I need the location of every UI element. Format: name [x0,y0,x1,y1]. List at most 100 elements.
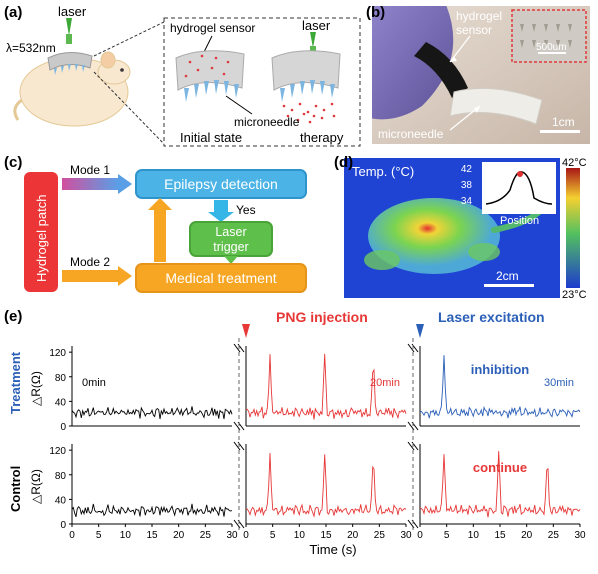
inset-tick-34: 34 [461,196,473,207]
yes-arrow-body [214,200,228,212]
inset-d [482,162,556,214]
laser-label-1: laser [58,4,87,19]
injection-arrow [242,324,250,338]
colorbar-max: 42°C [562,157,587,169]
detection-text: Epilepsy detection [164,176,278,192]
laser-label-2: laser [302,18,331,33]
x-tick: 5 [270,530,276,541]
panel-a-svg: laser λ=532nm hydrogel sensor laser [4,4,364,150]
x-tick: 30 [400,530,412,541]
panel-d-svg: Temp. (°C) 42 38 34 Position 2cm 42°C 23… [334,154,592,304]
x-tick: 25 [548,530,560,541]
trace [246,453,406,516]
y-tick: 40 [55,397,67,408]
mode2-arrow-head [118,266,132,286]
yes-arrow-head [208,212,234,222]
initial-state-label: Initial state [180,130,242,145]
inset-b [512,10,586,62]
mouse-tail [15,100,22,120]
scalebar-b-label: 1cm [552,115,575,129]
x-tick: 15 [320,530,332,541]
panel-c: (c) Hydrogel patch Mode 1 Mode 2 Epileps… [4,154,330,304]
x-tick: 5 [96,530,102,541]
mouse-ear [101,52,115,68]
y-tick: 0 [60,520,66,531]
laser-arrow-1 [66,18,72,36]
panel-e-svg: PNG injectionLaser excitationTreatment△R… [4,308,594,570]
time-marker: 0min [82,377,106,389]
inset-scalebar-label: 500um [536,42,567,53]
x-tick: 15 [494,530,506,541]
mode2-label: Mode 2 [70,255,110,269]
x-tick: 10 [294,530,306,541]
panel-c-label: (c) [4,154,22,171]
time-marker: 30min [544,377,574,389]
panel-b-label: (b) [366,4,385,21]
mode1-arrow-head [118,174,132,194]
treatment-text: Medical treatment [165,270,276,286]
y-tick: 80 [55,471,67,482]
excitation-arrow [416,324,424,338]
y-axis-label-1: △R(Ω) [29,469,43,504]
laser-excitation-label: Laser excitation [438,309,545,325]
x-tick: 30 [226,530,238,541]
x-tick: 15 [146,530,158,541]
inset-tick-38: 38 [461,180,473,191]
hydrogel-sensor-label-a: hydrogel sensor [170,21,255,35]
scalebar-b [540,130,580,133]
x-tick: 5 [444,530,450,541]
y-tick: 0 [60,422,66,433]
panel-a: (a) laser λ=532nm hydrogel sensor laser [4,4,364,150]
wavelength-label: λ=532nm [6,41,56,55]
thermal-leg2 [468,243,500,261]
row-label-0: Treatment [8,351,23,414]
yes-label: Yes [236,203,256,217]
colorbar-min: 23°C [562,289,587,301]
mode2-arrow-body [62,270,118,282]
panel-c-svg: Hydrogel patch Mode 1 Mode 2 Epilepsy de… [4,154,330,304]
microneedle-label-a: microneedle [234,115,300,129]
x-tick: 10 [120,530,132,541]
x-tick: 10 [468,530,480,541]
x-tick: 25 [374,530,386,541]
inset-hot-dot [517,171,523,177]
x-tick: 20 [173,530,185,541]
trace [72,406,232,419]
laser-arrow-2 [310,32,316,48]
therapy-patch [272,51,340,90]
trace [72,504,232,517]
therapy-label: therapy [300,130,344,145]
panel-d: (d) Temp. (°C) 42 38 34 Position [334,154,592,304]
mouse-eye [120,68,124,72]
y-tick: 120 [49,446,66,457]
y-tick: 120 [49,348,66,359]
x-tick: 20 [521,530,533,541]
panel-b: (b) hydrogel sensor microneedle 1cm [368,4,590,146]
trigger-text2: trigger [213,240,248,254]
mode1-arrow-body [62,178,118,190]
panel-e-label: (e) [4,308,22,325]
hydrogel-sensor-label-b: hydrogel [456,9,502,23]
panel-e: (e) PNG injectionLaser excitationTreatme… [4,308,594,570]
x-axis-label: Time (s) [309,542,356,557]
x-tick: 0 [69,530,75,541]
scalebar-d [484,284,534,287]
up-arrow-body [154,210,166,262]
colorbar [566,168,580,288]
y-axis-label-0: △R(Ω) [29,371,43,406]
laser-beam-1 [66,34,72,44]
y-tick: 80 [55,373,67,384]
x-tick: 30 [574,530,586,541]
inset-tick-42: 42 [461,164,473,175]
mode1-label: Mode 1 [70,163,110,177]
hydrogel-sensor-label-b2: sensor [456,23,492,37]
thermal-leg1 [364,250,400,270]
x-tick: 0 [243,530,249,541]
panel-a-label: (a) [4,4,22,21]
microneedle-pointer-a [226,96,252,114]
scalebar-d-label: 2cm [496,269,519,283]
seg-label2: inhibition [471,362,530,377]
trigger-text1: Laser [215,225,246,239]
initial-patch [176,51,244,90]
x-tick: 20 [347,530,359,541]
